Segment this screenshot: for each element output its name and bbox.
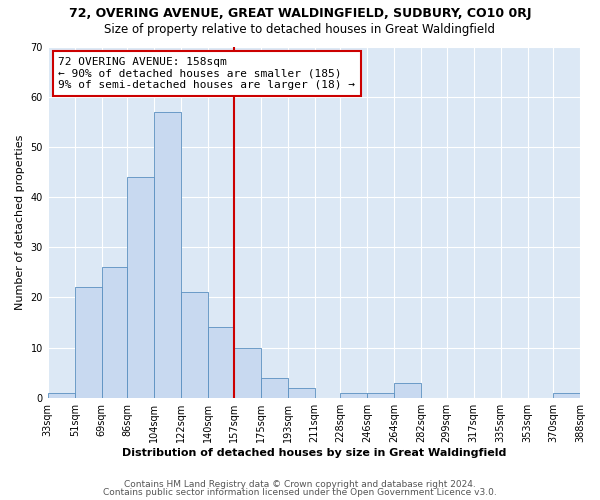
Bar [208,328,233,398]
Bar [340,392,367,398]
Bar [234,348,260,398]
Y-axis label: Number of detached properties: Number of detached properties [15,134,25,310]
Bar [48,392,75,398]
Bar [181,292,208,398]
X-axis label: Distribution of detached houses by size in Great Waldingfield: Distribution of detached houses by size … [122,448,506,458]
Bar [553,392,580,398]
Text: Contains public sector information licensed under the Open Government Licence v3: Contains public sector information licen… [103,488,497,497]
Bar [75,288,101,398]
Bar [154,112,181,398]
Bar [288,388,314,398]
Text: 72 OVERING AVENUE: 158sqm
← 90% of detached houses are smaller (185)
9% of semi-: 72 OVERING AVENUE: 158sqm ← 90% of detac… [58,57,355,90]
Bar [102,268,127,398]
Bar [394,382,421,398]
Text: Contains HM Land Registry data © Crown copyright and database right 2024.: Contains HM Land Registry data © Crown c… [124,480,476,489]
Bar [367,392,394,398]
Bar [127,177,154,398]
Bar [261,378,287,398]
Text: 72, OVERING AVENUE, GREAT WALDINGFIELD, SUDBURY, CO10 0RJ: 72, OVERING AVENUE, GREAT WALDINGFIELD, … [69,8,531,20]
Text: Size of property relative to detached houses in Great Waldingfield: Size of property relative to detached ho… [104,22,496,36]
